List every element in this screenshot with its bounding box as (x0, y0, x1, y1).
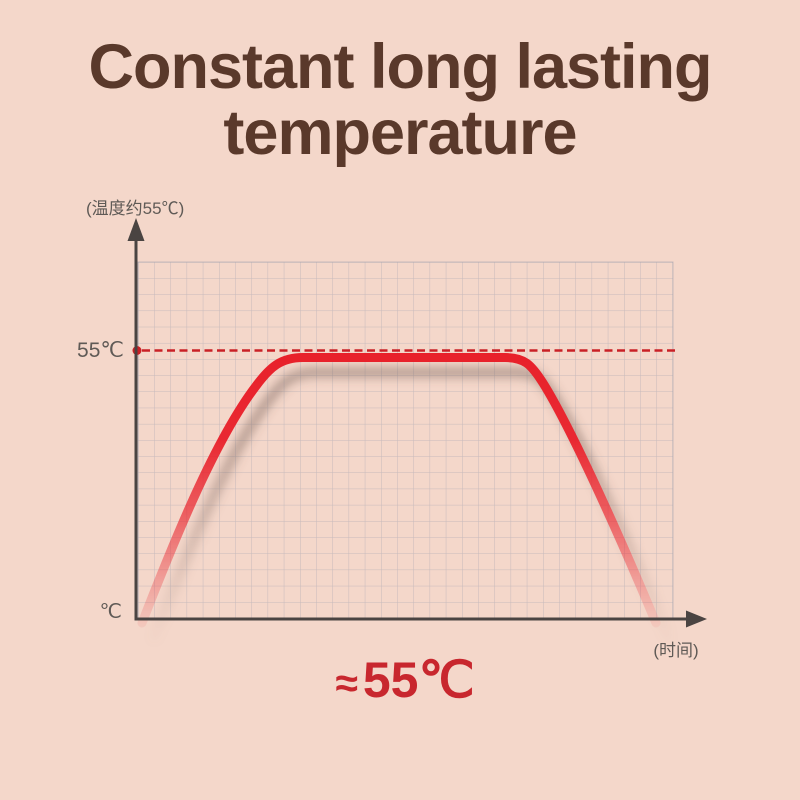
page-title-line2: temperature (223, 98, 577, 168)
y-axis-title: (温度约55℃) (86, 199, 185, 218)
x-axis-title: (时间) (653, 641, 699, 660)
y-tick-55c: 55℃ (77, 339, 124, 362)
y-axis-arrow-icon (127, 218, 145, 241)
page-title: Constant long lasting temperature (0, 34, 800, 166)
approx-symbol: ≈ (335, 660, 358, 706)
temperature-curve (137, 353, 661, 628)
page-title-line1: Constant long lasting (88, 32, 713, 102)
curve-group (137, 353, 673, 643)
origin-unit-label: ℃ (99, 601, 122, 623)
caption-approx-55c: ≈55℃ (0, 651, 800, 709)
x-axis-arrow-icon (686, 610, 707, 628)
curve-shadow (149, 368, 673, 643)
caption-value: 55℃ (362, 652, 475, 708)
